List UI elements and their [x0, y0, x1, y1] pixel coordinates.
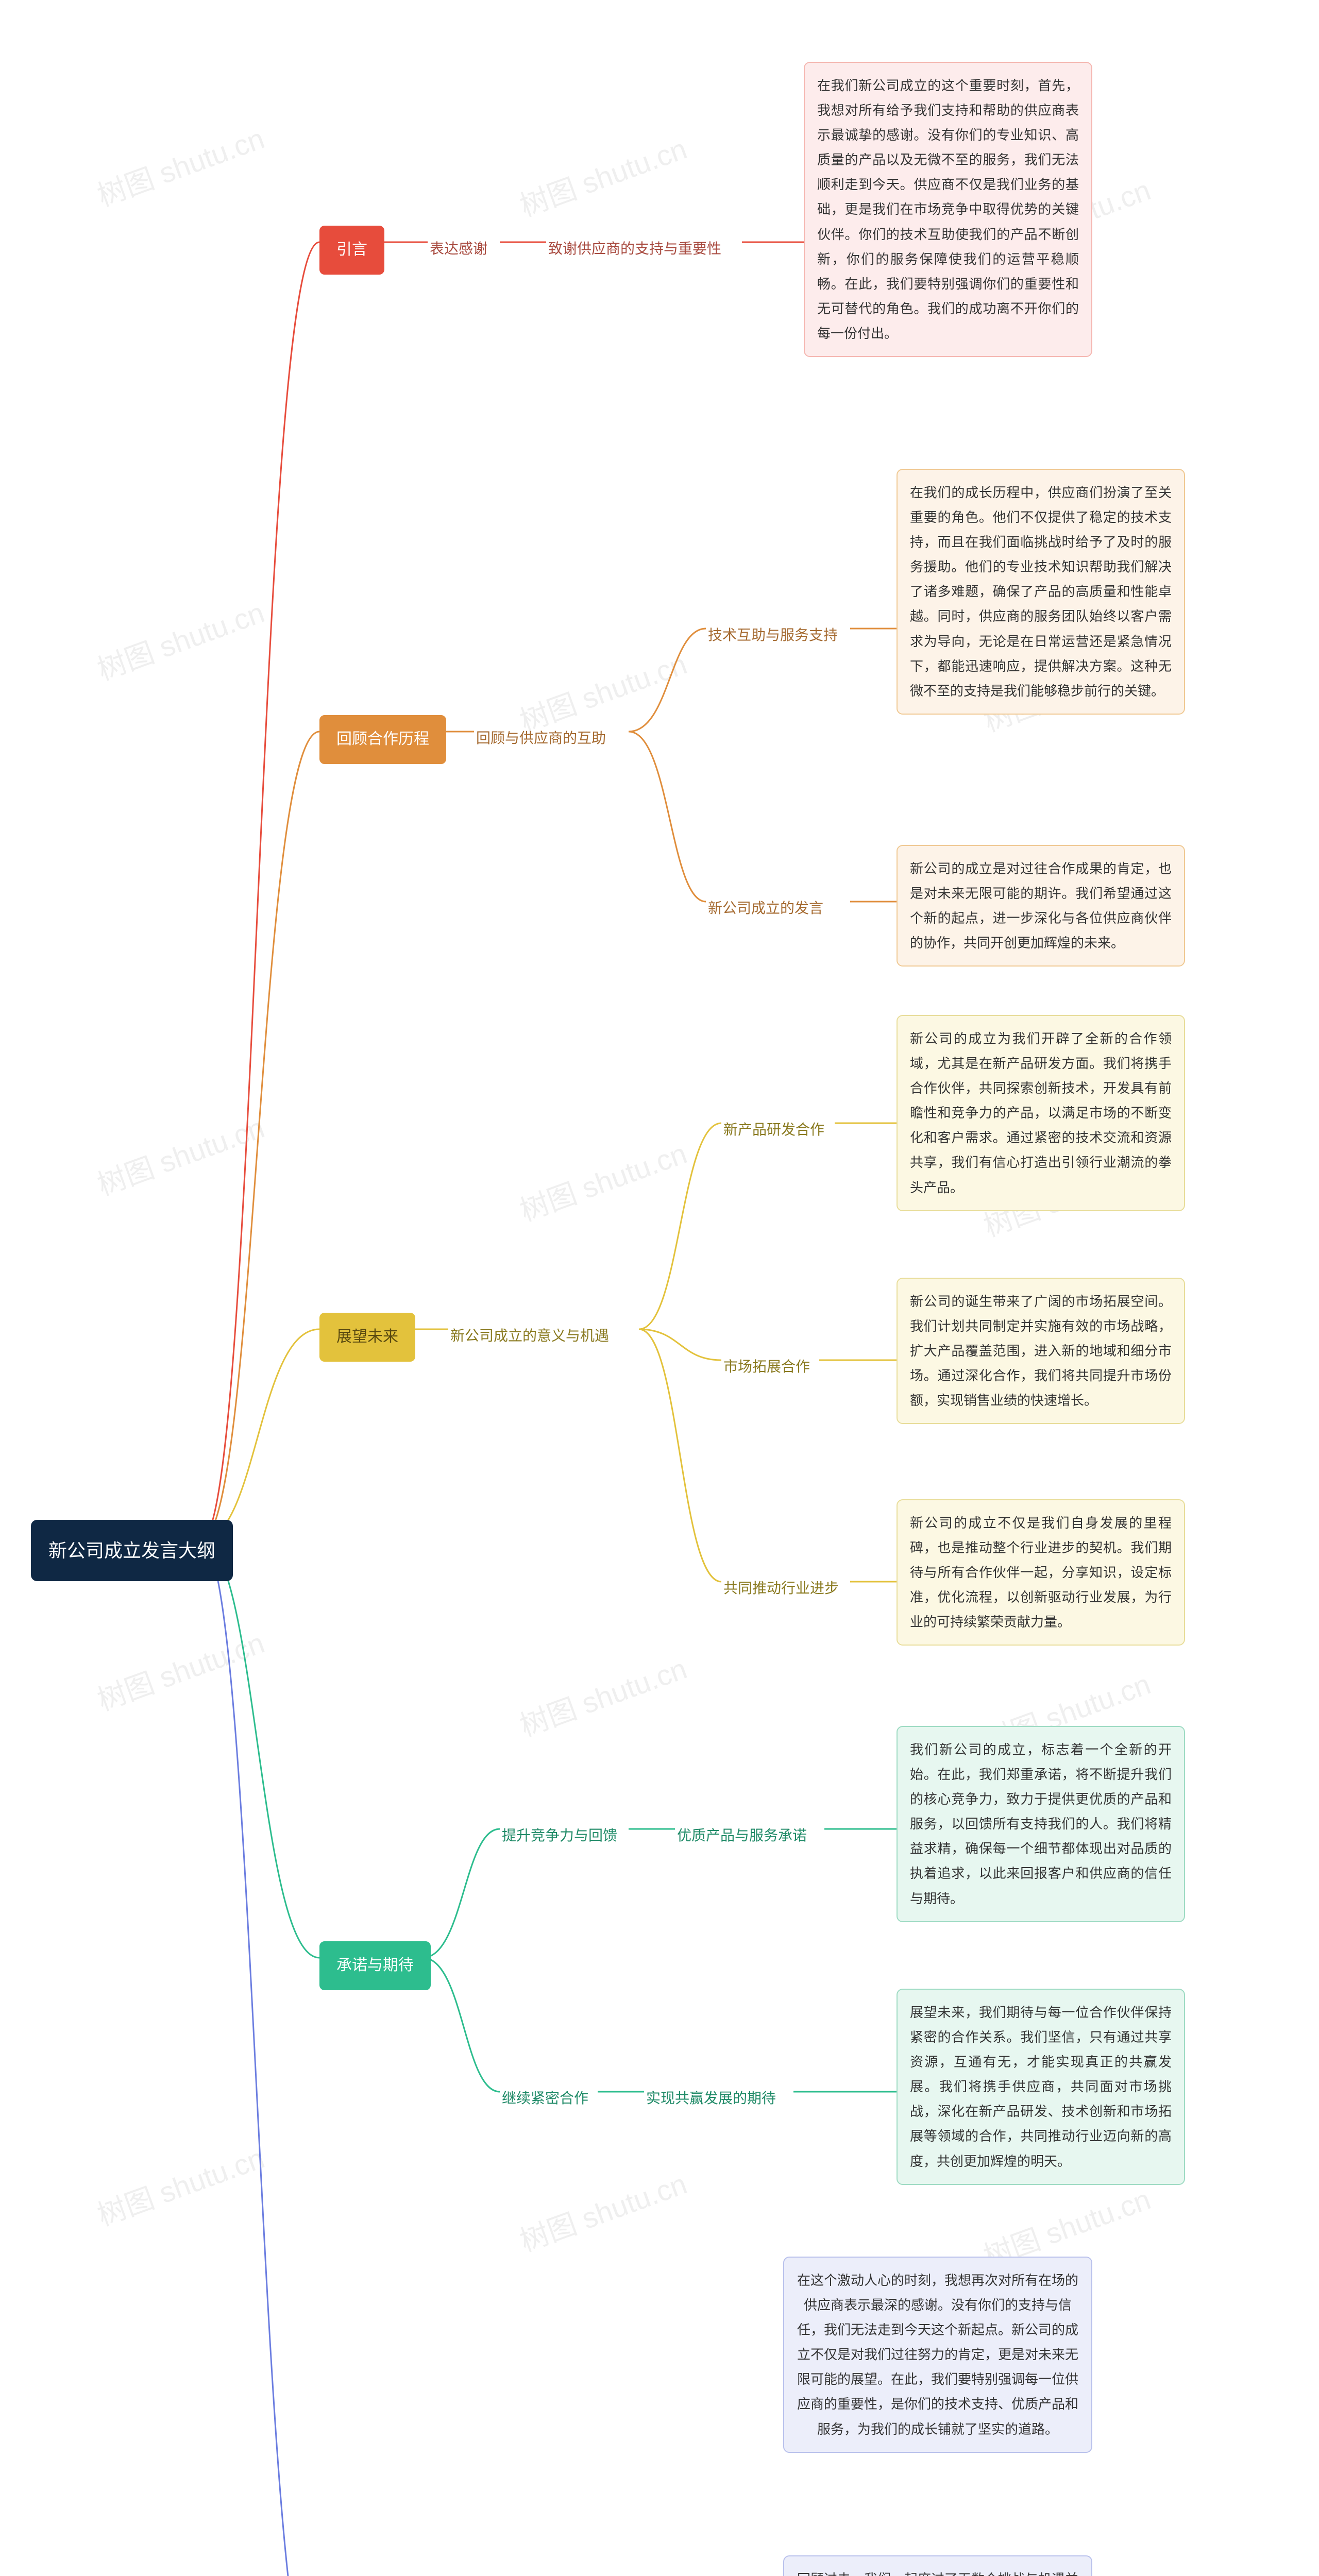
root-node[interactable]: 新公司成立发言大纲 [31, 1520, 233, 1581]
watermark: 树图 shutu.cn [91, 115, 269, 214]
mindmap-canvas: 树图 shutu.cn 树图 shutu.cn 树图 shutu.cn 树图 s… [0, 0, 1319, 2576]
leaf-future-1: 新公司的成立为我们开辟了全新的合作领域，尤其是在新产品研发方面。我们将携手合作伙… [897, 1015, 1185, 1211]
leaf-review-2: 新公司的成立是对过往合作成果的肯定，也是对未来无限可能的期许。我们希望通过这个新… [897, 845, 1185, 967]
leaf-ending-1: 在这个激动人心的时刻，我想再次对所有在场的供应商表示最深的感谢。没有你们的支持与… [783, 2257, 1092, 2453]
sub-tech-support[interactable]: 技术互助与服务支持 [706, 617, 840, 653]
sub-competitiveness[interactable]: 提升竞争力与回馈 [500, 1818, 619, 1853]
watermark: 树图 shutu.cn [513, 1130, 692, 1229]
leaf-promise-1: 我们新公司的成立，标志着一个全新的开始。在此，我们郑重承诺，将不断提升我们的核心… [897, 1726, 1185, 1922]
leaf-future-3: 新公司的成立不仅是我们自身发展的里程碑，也是推动整个行业进步的契机。我们期待与所… [897, 1499, 1185, 1646]
sub-winwin[interactable]: 实现共赢发展的期待 [644, 2080, 778, 2116]
sub-meaning-opportunity[interactable]: 新公司成立的意义与机遇 [448, 1318, 611, 1353]
leaf-intro-1: 在我们新公司成立的这个重要时刻，首先，我想对所有给予我们支持和帮助的供应商表示最… [804, 62, 1092, 357]
branch-intro[interactable]: 引言 [319, 226, 384, 275]
leaf-promise-2: 展望未来，我们期待与每一位合作伙伴保持紧密的合作关系。我们坚信，只有通过共享资源… [897, 1989, 1185, 2185]
branch-promise[interactable]: 承诺与期待 [319, 1941, 431, 1990]
watermark: 树图 shutu.cn [91, 2135, 269, 2234]
sub-thanks-suppliers[interactable]: 致谢供应商的支持与重要性 [546, 231, 723, 266]
sub-express-thanks[interactable]: 表达感谢 [428, 231, 489, 266]
watermark: 树图 shutu.cn [513, 2161, 692, 2260]
sub-continue-coop[interactable]: 继续紧密合作 [500, 2080, 590, 2116]
watermark: 树图 shutu.cn [91, 589, 269, 688]
branch-future[interactable]: 展望未来 [319, 1313, 415, 1362]
watermark: 树图 shutu.cn [513, 126, 692, 225]
leaf-future-2: 新公司的诞生带来了广阔的市场拓展空间。我们计划共同制定并实施有效的市场战略，扩大… [897, 1278, 1185, 1424]
sub-new-product[interactable]: 新产品研发合作 [721, 1112, 826, 1147]
watermark: 树图 shutu.cn [91, 1105, 269, 1204]
watermark: 树图 shutu.cn [91, 1620, 269, 1719]
sub-industry-progress[interactable]: 共同推动行业进步 [721, 1570, 841, 1606]
sub-new-company-speech[interactable]: 新公司成立的发言 [706, 890, 825, 926]
sub-quality-promise[interactable]: 优质产品与服务承诺 [675, 1818, 809, 1853]
leaf-review-1: 在我们的成长历程中，供应商们扮演了至关重要的角色。他们不仅提供了稳定的技术支持，… [897, 469, 1185, 715]
branch-review[interactable]: 回顾合作历程 [319, 715, 446, 764]
watermark: 树图 shutu.cn [513, 1646, 692, 1744]
sub-market-expand[interactable]: 市场拓展合作 [721, 1349, 812, 1384]
sub-review-mutual[interactable]: 回顾与供应商的互助 [474, 720, 608, 756]
leaf-ending-2: 回顾过去，我们一起度过了无数个挑战与机遇并存的日子，共同见证了彼此的成长。展望未… [783, 2555, 1092, 2576]
